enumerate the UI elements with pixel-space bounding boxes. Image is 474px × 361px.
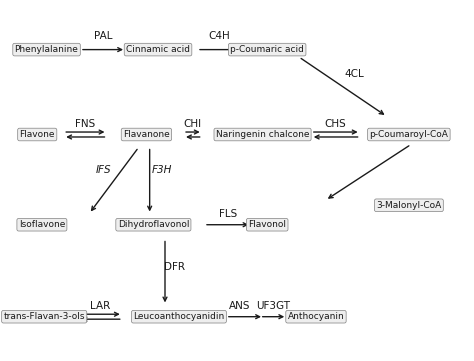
Text: LAR: LAR <box>91 301 110 312</box>
Text: Flavonol: Flavonol <box>248 220 286 229</box>
Text: PAL: PAL <box>93 31 112 41</box>
Text: Naringenin chalcone: Naringenin chalcone <box>216 130 310 139</box>
Text: p-Coumaric acid: p-Coumaric acid <box>230 45 304 54</box>
Text: Cinnamic acid: Cinnamic acid <box>126 45 190 54</box>
Text: Flavone: Flavone <box>19 130 55 139</box>
Text: UF3GT: UF3GT <box>256 301 290 312</box>
Text: DFR: DFR <box>164 262 185 272</box>
Text: p-Coumaroyl-CoA: p-Coumaroyl-CoA <box>369 130 448 139</box>
Text: Leucoanthocyanidin: Leucoanthocyanidin <box>133 312 225 321</box>
Text: Flavanone: Flavanone <box>123 130 170 139</box>
Text: ANS: ANS <box>228 301 250 312</box>
Text: CHI: CHI <box>184 119 202 129</box>
Text: CHS: CHS <box>325 119 346 129</box>
Text: Anthocyanin: Anthocyanin <box>288 312 344 321</box>
Text: C4H: C4H <box>209 31 230 41</box>
Text: F3H: F3H <box>152 165 172 175</box>
Text: Phenylalanine: Phenylalanine <box>15 45 79 54</box>
Text: trans-Flavan-3-ols: trans-Flavan-3-ols <box>3 312 85 321</box>
Text: Dihydroflavonol: Dihydroflavonol <box>118 220 189 229</box>
Text: IFS: IFS <box>95 165 111 175</box>
Text: FNS: FNS <box>75 119 95 129</box>
Text: Isoflavone: Isoflavone <box>18 220 65 229</box>
Text: FLS: FLS <box>219 209 237 219</box>
Text: 4CL: 4CL <box>344 69 364 79</box>
Text: 3-Malonyl-CoA: 3-Malonyl-CoA <box>376 201 441 210</box>
